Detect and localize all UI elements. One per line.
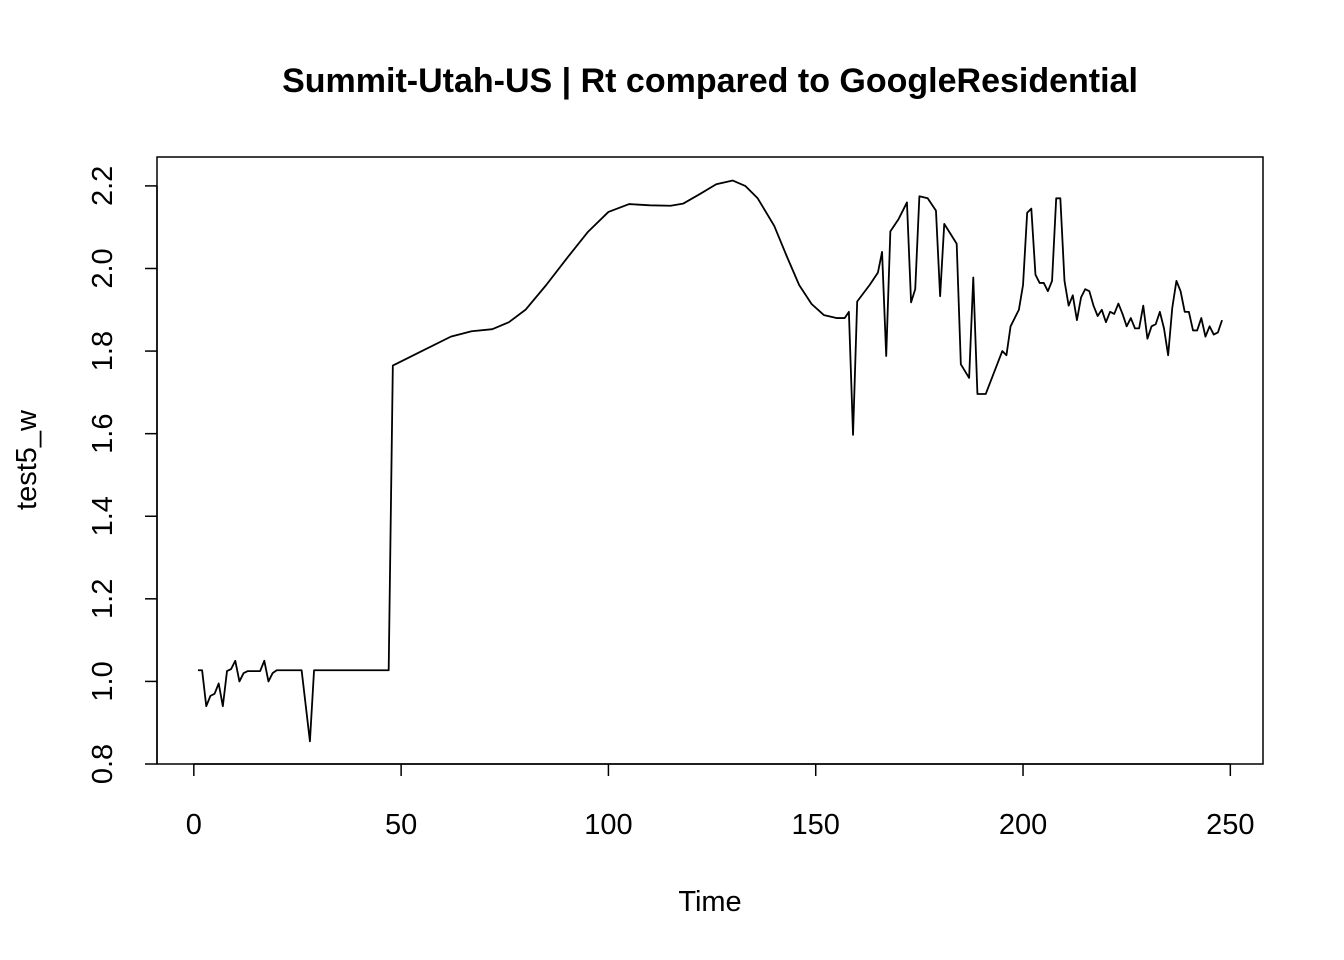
y-tick-label: 0.8 xyxy=(87,744,119,784)
y-tick-label: 2.2 xyxy=(87,166,119,206)
y-axis-title: test5_w xyxy=(11,409,43,510)
y-tick-label: 1.6 xyxy=(87,413,119,453)
x-tick-label: 250 xyxy=(1206,809,1254,841)
x-tick-label: 100 xyxy=(584,809,632,841)
y-tick-label: 1.2 xyxy=(87,579,119,619)
plot-box xyxy=(156,156,1264,765)
x-tick-label: 150 xyxy=(792,809,840,841)
chart-title: Summit-Utah-US | Rt compared to GoogleRe… xyxy=(282,62,1138,100)
y-tick-label: 1.0 xyxy=(87,661,119,701)
x-tick-label: 0 xyxy=(186,809,202,841)
x-tick-label: 50 xyxy=(385,809,417,841)
x-axis-title: Time xyxy=(678,886,741,918)
x-tick-label: 200 xyxy=(999,809,1047,841)
y-tick-label: 2.0 xyxy=(87,248,119,288)
data-line xyxy=(197,179,1223,743)
y-tick-label: 1.4 xyxy=(87,496,119,536)
y-tick-label: 1.8 xyxy=(87,331,119,371)
